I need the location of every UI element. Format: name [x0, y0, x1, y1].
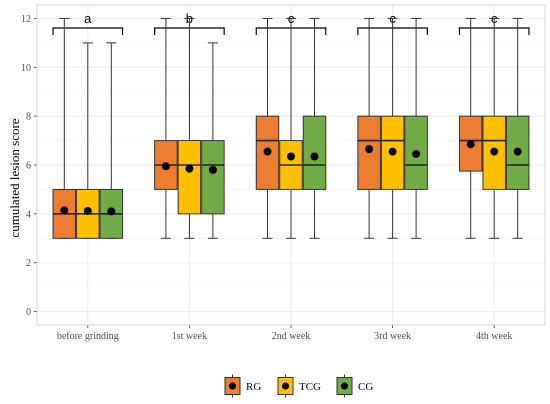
mean-point [60, 206, 69, 215]
y-tick-label: 2 [26, 258, 31, 269]
panel-border [36, 4, 546, 326]
mean-point [208, 165, 217, 174]
legend-key-mean [281, 382, 290, 390]
legend: RG TCG CG [224, 374, 373, 398]
legend-key-mean [228, 382, 237, 390]
y-tick-label: 0 [26, 307, 31, 318]
mean-point [107, 207, 116, 216]
mean-point [263, 147, 272, 156]
x-tick-label: 2nd week [272, 331, 311, 342]
legend-label-rg: RG [246, 381, 261, 393]
mean-point [365, 145, 374, 154]
y-tick-label: 8 [26, 112, 31, 123]
legend-label-cg: CG [358, 381, 373, 393]
mean-point [83, 206, 92, 215]
mean-point [513, 147, 522, 156]
box-cg [201, 140, 225, 215]
mean-point [287, 152, 295, 161]
y-tick-label: 4 [26, 209, 31, 220]
significance-bracket [52, 27, 124, 35]
y-tick-label: 6 [26, 161, 31, 172]
mean-point [310, 152, 319, 161]
legend-label-tcg: TCG [299, 381, 321, 393]
mean-point [412, 150, 421, 159]
box-tcg [177, 140, 202, 215]
mean-point [466, 140, 475, 149]
mean-point [161, 162, 170, 171]
x-tick-label: before grinding [57, 331, 119, 342]
box-layer [52, 17, 530, 239]
x-tick-label: 3rd week [374, 331, 411, 342]
y-tick-label: 12 [21, 14, 31, 25]
mean-point [388, 147, 397, 156]
mean-point [490, 147, 499, 156]
x-tick-label: 1st week [172, 331, 207, 342]
y-axis-title: cumulated lesion score [7, 118, 22, 237]
axis-layer: 0 2 4 6 8 10 12 before grinding 1st week 2nd week… [21, 4, 546, 342]
significance-letter: a [84, 11, 92, 26]
y-tick-label: 10 [21, 63, 31, 74]
x-tick-label: 4th week [476, 331, 512, 342]
legend-key-mean [340, 382, 349, 390]
mean-point [185, 164, 194, 173]
